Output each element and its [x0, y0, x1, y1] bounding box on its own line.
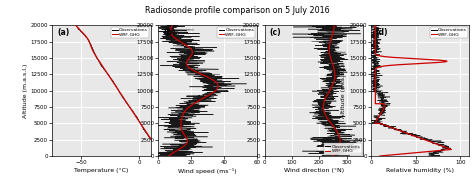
Legend: Observations, WRF-GHG: Observations, WRF-GHG [218, 27, 255, 38]
Text: (b): (b) [164, 28, 176, 37]
X-axis label: Wind direction (°N): Wind direction (°N) [284, 168, 344, 173]
Y-axis label: Altitude (m.a.s.l.): Altitude (m.a.s.l.) [23, 64, 27, 118]
Legend: Observations, WRF-GHG: Observations, WRF-GHG [430, 27, 468, 38]
Legend: Observations, WRF-GHG: Observations, WRF-GHG [111, 27, 149, 38]
X-axis label: Wind speed (ms⁻¹): Wind speed (ms⁻¹) [178, 168, 237, 174]
Y-axis label: Altitude (m.a.s.l.): Altitude (m.a.s.l.) [341, 64, 346, 118]
Text: (d): (d) [376, 28, 388, 37]
Text: (c): (c) [270, 28, 281, 37]
Text: Radiosonde profile comparison on 5 July 2016: Radiosonde profile comparison on 5 July … [145, 6, 329, 15]
X-axis label: Temperature (°C): Temperature (°C) [74, 168, 128, 173]
Legend: Observations, WRF-GHG: Observations, WRF-GHG [324, 143, 362, 155]
Text: (a): (a) [57, 28, 69, 37]
X-axis label: Relative humidity (%): Relative humidity (%) [386, 168, 454, 173]
